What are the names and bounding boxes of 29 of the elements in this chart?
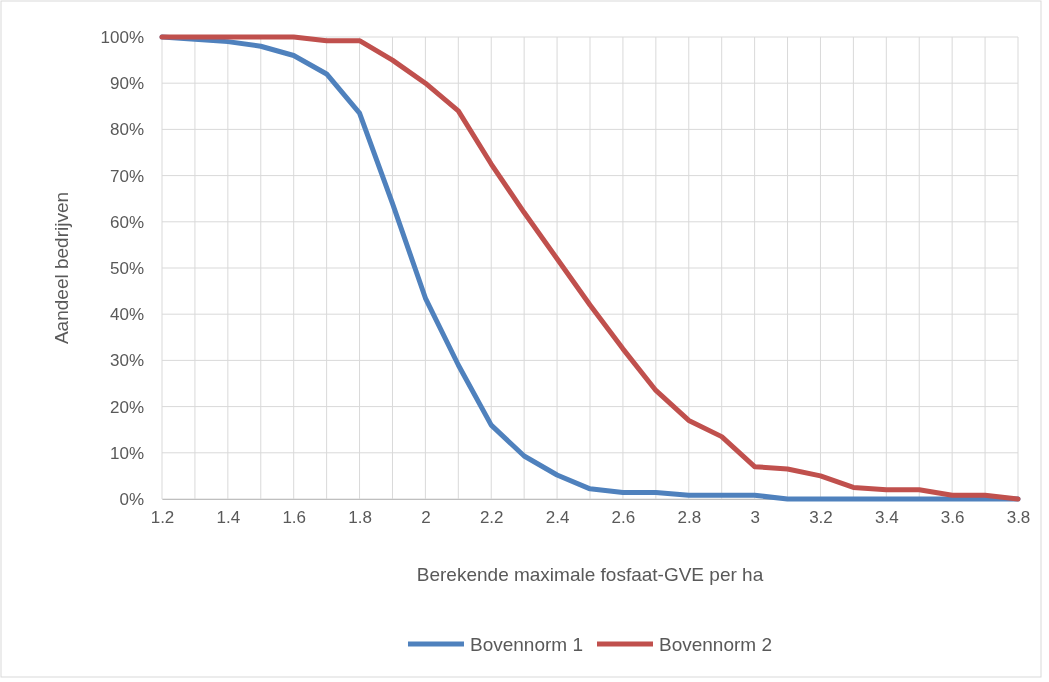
x-tick-label: 3.8 bbox=[1006, 508, 1031, 528]
x-axis-title: Berekende maximale fosfaat-GVE per ha bbox=[416, 564, 764, 585]
y-tick-label: 0% bbox=[119, 489, 144, 509]
x-tick-label: 3.6 bbox=[940, 508, 965, 528]
x-tick-label: 2.2 bbox=[479, 508, 504, 528]
y-axis-title: Aandeel bedrijven bbox=[51, 191, 72, 345]
x-tick-label: 3.4 bbox=[874, 508, 899, 528]
x-tick-label: 1.6 bbox=[282, 508, 307, 528]
x-tick-label: 1.2 bbox=[150, 508, 175, 528]
y-tick-label: 40% bbox=[109, 305, 144, 325]
x-tick-label: 2.4 bbox=[545, 508, 570, 528]
y-tick-label: 30% bbox=[109, 351, 144, 371]
x-tick-label: 3 bbox=[750, 508, 760, 528]
y-tick-label: 100% bbox=[100, 27, 144, 47]
y-tick-label: 90% bbox=[109, 74, 144, 94]
y-tick-label: 20% bbox=[109, 397, 144, 417]
legend-label: Bovennorm 1 bbox=[469, 634, 583, 655]
y-tick-label: 50% bbox=[109, 258, 144, 278]
y-tick-label: 70% bbox=[109, 166, 144, 186]
x-tick-label: 2 bbox=[421, 508, 431, 528]
x-tick-label: 1.4 bbox=[216, 508, 241, 528]
x-tick-label: 2.6 bbox=[611, 508, 636, 528]
y-tick-label: 80% bbox=[109, 120, 144, 140]
x-tick-label: 3.2 bbox=[809, 508, 833, 528]
x-tick-label: 1.8 bbox=[348, 508, 372, 528]
y-tick-label: 60% bbox=[109, 212, 144, 232]
x-tick-label: 2.8 bbox=[677, 508, 702, 528]
y-tick-label: 10% bbox=[109, 443, 144, 463]
legend-label: Bovennorm 2 bbox=[659, 634, 773, 655]
